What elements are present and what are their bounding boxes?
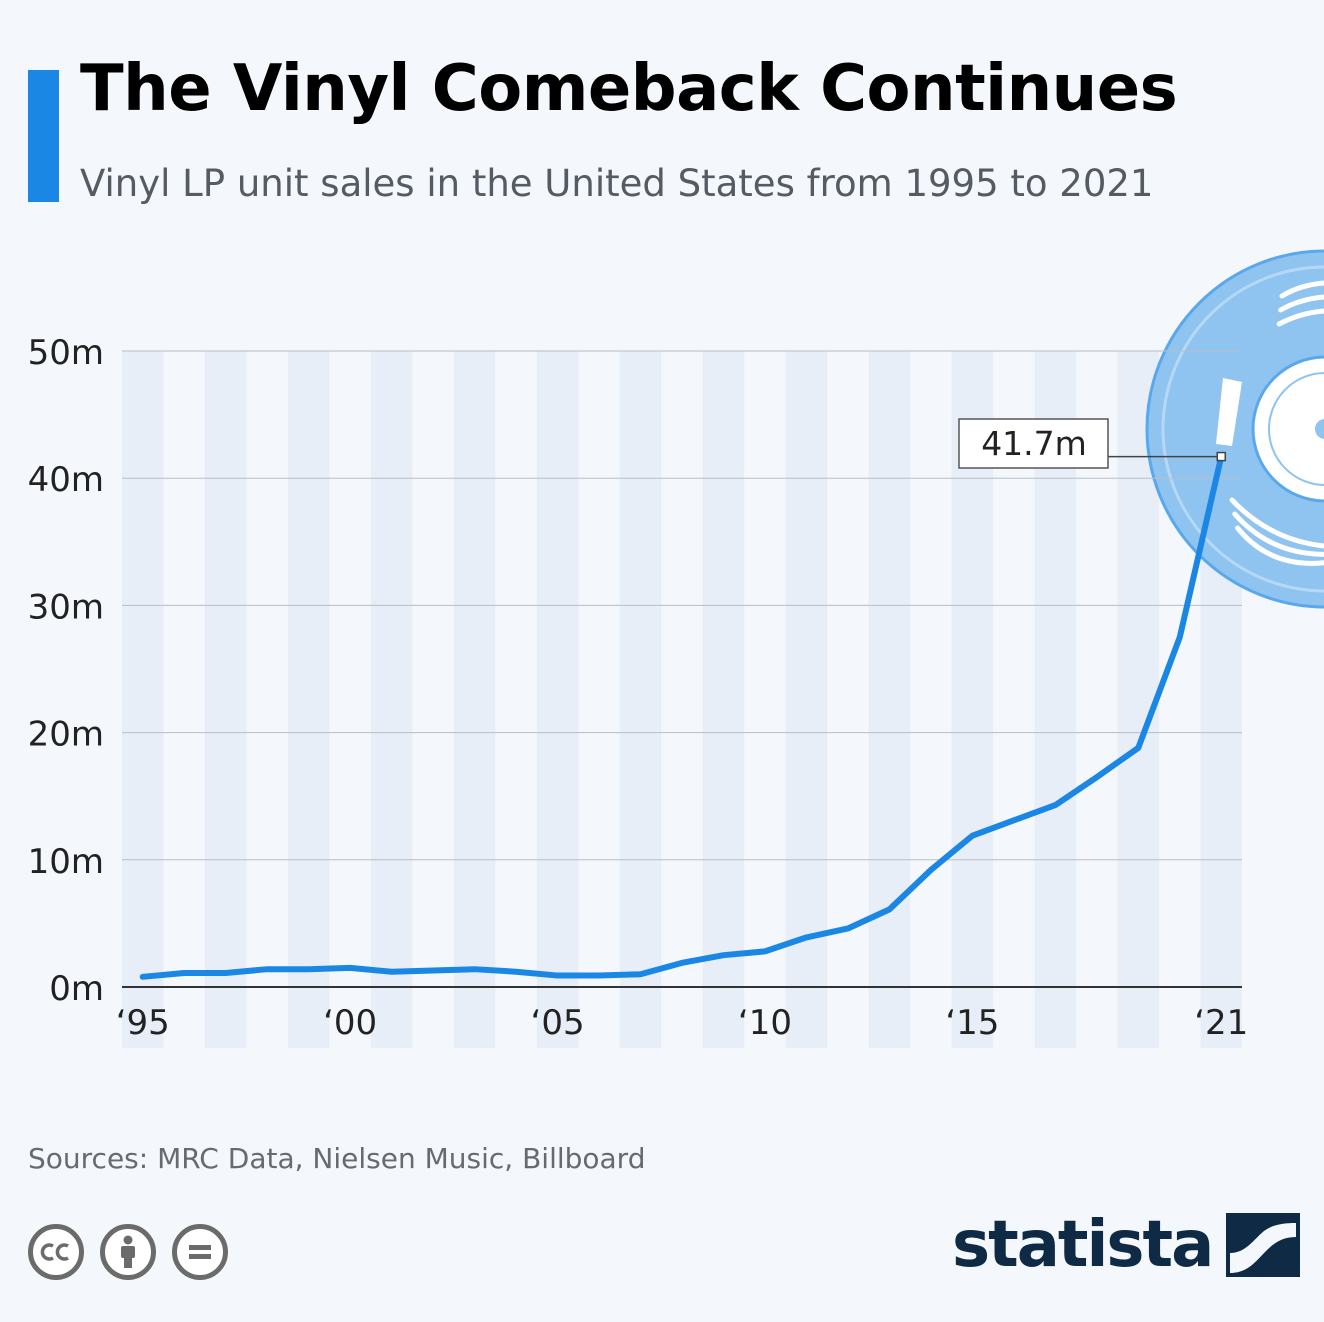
statista-logo[interactable]: statista xyxy=(952,1208,1301,1282)
y-tick-label: 0m xyxy=(49,969,104,1009)
year-band xyxy=(122,351,164,1048)
year-band xyxy=(453,351,496,1048)
y-tick-label: 30m xyxy=(28,587,104,627)
brand-name: statista xyxy=(952,1208,1214,1282)
cc-icon[interactable] xyxy=(28,1224,84,1280)
x-tick-label: ‘05 xyxy=(531,1003,585,1043)
annotation-label: 41.7m xyxy=(981,424,1087,463)
x-tick-label: ‘21 xyxy=(1194,1003,1248,1043)
y-tick-label: 40m xyxy=(28,460,104,500)
year-band xyxy=(204,351,247,1048)
x-tick-label: ‘95 xyxy=(116,1003,170,1043)
year-band xyxy=(370,351,413,1048)
license-icons xyxy=(28,1224,228,1280)
no-derivatives-icon[interactable] xyxy=(172,1224,228,1280)
y-tick-label: 20m xyxy=(28,715,104,755)
series-line xyxy=(139,453,1225,980)
y-tick-label: 10m xyxy=(28,842,104,882)
annotation-box xyxy=(958,418,1109,469)
year-band xyxy=(702,351,745,1048)
year-band xyxy=(868,351,911,1048)
year-band xyxy=(619,351,662,1048)
y-tick-label: 50m xyxy=(28,333,104,373)
chart-subtitle: Vinyl LP unit sales in the United States… xyxy=(80,162,1154,205)
x-tick-label: ‘00 xyxy=(323,1003,377,1043)
annotation-marker xyxy=(1216,451,1227,462)
x-tick-label: ‘15 xyxy=(945,1003,999,1043)
year-band xyxy=(536,351,579,1048)
statista-mark-icon xyxy=(1226,1213,1301,1277)
source-note: Sources: MRC Data, Nielsen Music, Billbo… xyxy=(28,1142,646,1175)
vinyl-record-icon xyxy=(1145,249,1324,609)
line-chart: 0m 10m 20m 30m 40m 50m ‘95 ‘00 ‘05 ‘10 ‘15 ‘21 41.7m xyxy=(28,249,1324,1048)
year-band xyxy=(287,351,330,1048)
chart-title: The Vinyl Comeback Continues xyxy=(80,52,1178,126)
title-accent-bar xyxy=(28,70,59,202)
x-tick-label: ‘10 xyxy=(738,1003,792,1043)
attribution-icon[interactable] xyxy=(100,1224,156,1280)
